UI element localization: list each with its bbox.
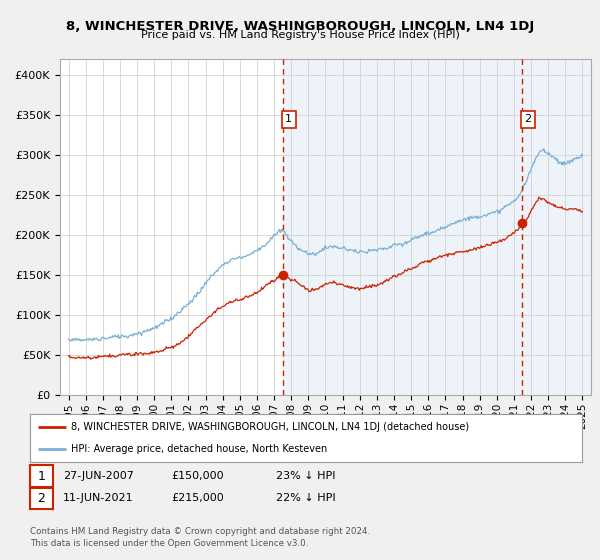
Bar xyxy=(283,59,521,395)
Bar xyxy=(521,59,591,395)
Text: 8, WINCHESTER DRIVE, WASHINGBOROUGH, LINCOLN, LN4 1DJ: 8, WINCHESTER DRIVE, WASHINGBOROUGH, LIN… xyxy=(66,20,534,32)
Text: 1: 1 xyxy=(37,469,46,483)
Text: 8, WINCHESTER DRIVE, WASHINGBOROUGH, LINCOLN, LN4 1DJ (detached house): 8, WINCHESTER DRIVE, WASHINGBOROUGH, LIN… xyxy=(71,422,470,432)
Text: 23% ↓ HPI: 23% ↓ HPI xyxy=(276,471,335,481)
Text: £215,000: £215,000 xyxy=(171,493,224,503)
Text: 1: 1 xyxy=(285,114,292,124)
Text: 2: 2 xyxy=(524,114,532,124)
Text: 27-JUN-2007: 27-JUN-2007 xyxy=(63,471,134,481)
Text: HPI: Average price, detached house, North Kesteven: HPI: Average price, detached house, Nort… xyxy=(71,444,328,454)
Text: 2: 2 xyxy=(37,492,46,505)
Text: Price paid vs. HM Land Registry's House Price Index (HPI): Price paid vs. HM Land Registry's House … xyxy=(140,30,460,40)
Text: 22% ↓ HPI: 22% ↓ HPI xyxy=(276,493,335,503)
Text: Contains HM Land Registry data © Crown copyright and database right 2024.
This d: Contains HM Land Registry data © Crown c… xyxy=(30,527,370,548)
Text: 11-JUN-2021: 11-JUN-2021 xyxy=(63,493,134,503)
Text: £150,000: £150,000 xyxy=(171,471,224,481)
